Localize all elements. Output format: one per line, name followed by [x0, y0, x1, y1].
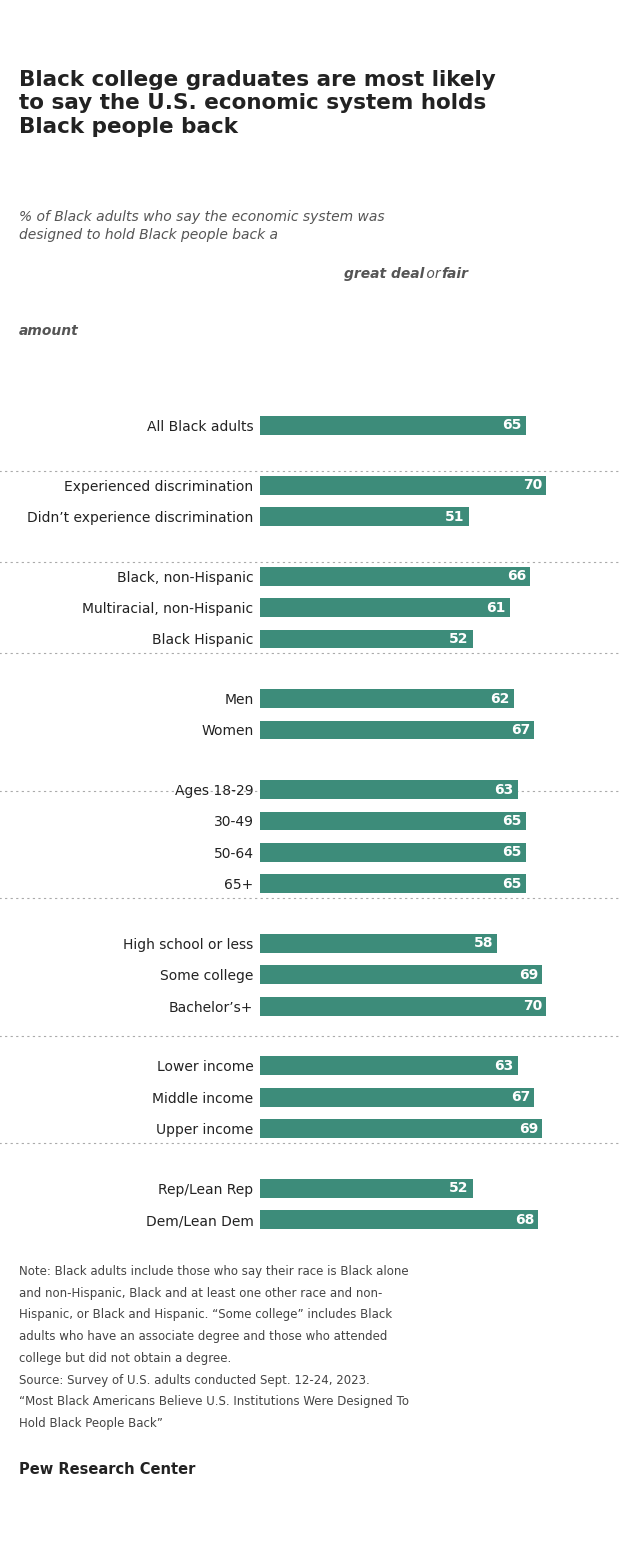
- Bar: [260, 874, 526, 894]
- Text: 70: 70: [523, 999, 542, 1013]
- Text: “Most Black Americans Believe U.S. Institutions Were Designed To: “Most Black Americans Believe U.S. Insti…: [19, 1395, 409, 1408]
- Text: % of Black adults who say the economic system was
designed to hold Black people : % of Black adults who say the economic s…: [19, 210, 384, 242]
- Bar: [260, 598, 510, 618]
- Text: Source: Survey of U.S. adults conducted Sept. 12-24, 2023.: Source: Survey of U.S. adults conducted …: [19, 1374, 370, 1386]
- Text: 65: 65: [502, 846, 522, 860]
- Text: 63: 63: [494, 1058, 513, 1072]
- Bar: [260, 781, 518, 799]
- Text: Hold Black People Back”: Hold Black People Back”: [19, 1417, 162, 1429]
- Text: 69: 69: [519, 1122, 538, 1136]
- Text: 66: 66: [507, 570, 526, 584]
- Text: fair: fair: [441, 267, 469, 281]
- Text: 69: 69: [519, 968, 538, 982]
- Bar: [260, 1119, 542, 1138]
- Text: or: or: [422, 267, 445, 281]
- Text: Hispanic, or Black and Hispanic. “Some college” includes Black: Hispanic, or Black and Hispanic. “Some c…: [19, 1308, 392, 1321]
- Bar: [260, 476, 546, 495]
- Bar: [260, 1088, 534, 1107]
- Bar: [260, 566, 530, 585]
- Text: 62: 62: [490, 692, 510, 706]
- Bar: [260, 1057, 518, 1076]
- Text: Pew Research Center: Pew Research Center: [19, 1462, 195, 1478]
- Text: 65: 65: [502, 419, 522, 433]
- Bar: [260, 1180, 473, 1198]
- Bar: [260, 416, 526, 435]
- Text: 63: 63: [494, 782, 513, 796]
- Text: Black college graduates are most likely
to say the U.S. economic system holds
Bl: Black college graduates are most likely …: [19, 70, 495, 137]
- Text: 65: 65: [502, 877, 522, 891]
- Bar: [260, 812, 526, 830]
- Text: 61: 61: [486, 601, 505, 615]
- Bar: [260, 996, 546, 1015]
- Text: adults who have an associate degree and those who attended: adults who have an associate degree and …: [19, 1330, 387, 1342]
- Text: amount: amount: [19, 324, 78, 338]
- Text: 58: 58: [474, 936, 494, 950]
- Text: 52: 52: [450, 1181, 469, 1195]
- Bar: [260, 965, 542, 984]
- Text: and non-Hispanic, Black and at least one other race and non-: and non-Hispanic, Black and at least one…: [19, 1287, 382, 1299]
- Text: 67: 67: [511, 1090, 530, 1103]
- Text: 52: 52: [450, 632, 469, 646]
- Text: 70: 70: [523, 478, 542, 492]
- Bar: [260, 689, 513, 708]
- Text: 67: 67: [511, 723, 530, 737]
- Text: college but did not obtain a degree.: college but did not obtain a degree.: [19, 1352, 231, 1364]
- Text: Note: Black adults include those who say their race is Black alone: Note: Black adults include those who say…: [19, 1265, 408, 1277]
- Bar: [260, 843, 526, 861]
- Bar: [260, 934, 497, 953]
- Bar: [260, 630, 473, 649]
- Text: 65: 65: [502, 813, 522, 827]
- Text: great deal: great deal: [344, 267, 425, 281]
- Text: 68: 68: [515, 1212, 534, 1226]
- Text: 51: 51: [445, 509, 464, 523]
- Bar: [260, 720, 534, 739]
- Bar: [260, 508, 469, 526]
- Bar: [260, 1211, 538, 1229]
